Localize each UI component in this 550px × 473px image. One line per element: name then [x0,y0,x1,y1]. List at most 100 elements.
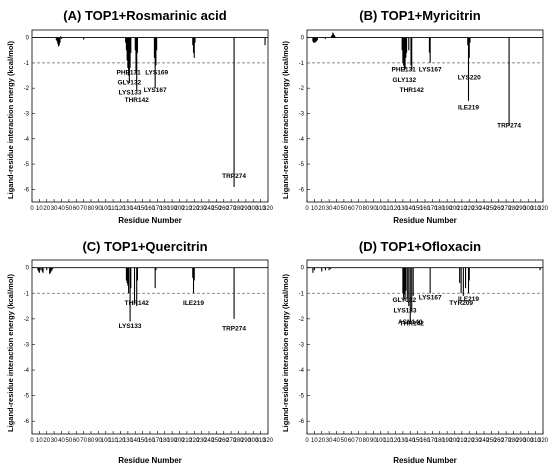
x-tick-label: 10 [36,206,43,212]
x-tick-label: 50 [66,438,73,444]
y-tick-label: -4 [299,137,305,143]
x-tick-label: 240 [479,206,490,212]
x-tick-label: 110 [383,206,393,212]
x-tick-label: 180 [435,438,446,444]
annotation-label: TRP274 [222,173,246,180]
annotation-label: TYR209 [449,300,473,307]
y-tick-label: -6 [299,187,305,193]
x-tick-label: 200 [174,438,185,444]
x-tick-label: 220 [464,206,475,212]
annotation-label: ILE219 [183,300,204,307]
x-tick-label: 200 [174,206,185,212]
x-tick-label: 30 [51,206,58,212]
annotation-label: LYS133 [119,90,142,97]
x-tick-label: 270 [226,438,237,444]
x-tick-label: 240 [204,206,215,212]
x-tick-label: 260 [219,438,230,444]
x-tick-label: 20 [318,206,325,212]
annotation-label: THR142 [125,97,150,104]
y-tick-label: -5 [299,394,305,400]
annotation-label: ASN140 [398,319,423,326]
x-tick-label: 140 [405,438,416,444]
annotation-label: LYS133 [119,323,142,330]
annotation-label: LYS169 [145,69,168,76]
panel-title: (B) TOP1+Myricitrin [359,8,481,23]
annotation-label: GLY132 [393,77,417,84]
x-tick-label: 310 [256,206,267,212]
y-tick-label: -1 [299,61,305,67]
x-tick-label: 0 [305,206,309,212]
x-tick-label: 240 [479,438,490,444]
x-tick-label: 270 [501,438,512,444]
plot-area-2: 0-1-2-3-4-5-60 10 20 30 40 50 60 70 80 90 10011012… [299,29,549,212]
panel-a: (A) TOP1+Rosmarinic acid Ligand-residue … [6,8,227,225]
x-tick-label: 320 [538,206,549,212]
x-tick-label: 170 [427,438,438,444]
x-tick-label: 90 [370,438,377,444]
panel-b: (B) TOP1+Myricitrin Ligand-residue inter… [281,8,481,225]
y-axis-label: Ligand-residue interaction energy (kcal/… [6,274,15,432]
y-tick-label: -4 [24,137,30,143]
x-tick-label: 280 [233,206,244,212]
y-tick-label: -6 [299,419,305,425]
y-tick-label: -1 [299,291,305,297]
x-tick-label: 260 [494,438,505,444]
x-axis-label: Residue Number [118,216,182,225]
x-tick-label: 290 [516,438,527,444]
y-tick-label: -2 [299,86,305,92]
x-tick-label: 90 [95,206,102,212]
x-tick-label: 210 [457,206,468,212]
y-tick-label: -5 [299,162,305,168]
plot-area-1: 0-1-2-3-4-5-60 10 20 30 40 50 60 70 80 90 10011012… [24,29,274,212]
x-tick-label: 60 [348,206,355,212]
annotation-label: LYS220 [458,74,481,81]
x-tick-label: 10 [311,438,318,444]
x-tick-label: 60 [348,438,355,444]
annotation-label: TRP274 [222,325,246,332]
x-tick-label: 130 [398,438,409,444]
plot-area-3: 0-1-2-3-4-5-60 10 20 30 40 50 60 70 80 90 10011012… [24,259,274,444]
y-tick-label: -5 [24,162,30,168]
x-tick-label: 250 [211,206,222,212]
x-tick-label: 160 [420,206,431,212]
annotation-label: LYS167 [419,295,442,302]
x-tick-label: 160 [420,438,431,444]
x-tick-label: 300 [248,438,259,444]
x-tick-label: 80 [363,438,370,444]
x-tick-label: 240 [204,438,215,444]
y-tick-label: 0 [26,266,30,272]
x-tick-label: 300 [523,438,534,444]
x-tick-label: 90 [95,438,102,444]
x-tick-label: 90 [370,206,377,212]
y-tick-label: 0 [301,266,305,272]
annotation-label: LYS167 [144,87,167,94]
x-tick-label: 270 [501,206,512,212]
x-tick-label: 120 [390,438,401,444]
x-tick-label: 320 [263,438,274,444]
x-tick-label: 20 [43,206,50,212]
x-tick-label: 100 [101,206,112,212]
panel-title: (D) TOP1+Ofloxacin [359,239,481,254]
x-tick-label: 60 [73,206,80,212]
x-tick-label: 10 [36,438,43,444]
x-tick-label: 120 [115,206,126,212]
x-tick-label: 180 [160,206,171,212]
annotation-label: LYS167 [419,67,442,74]
x-tick-label: 50 [341,206,348,212]
x-tick-label: 160 [145,206,156,212]
x-tick-label: 300 [248,206,259,212]
x-tick-label: 260 [494,206,505,212]
x-tick-label: 190 [442,438,453,444]
x-tick-label: 0 [305,438,309,444]
x-tick-label: 230 [197,438,208,444]
panel-d: (D) TOP1+Ofloxacin Ligand-residue intera… [281,239,481,465]
x-tick-label: 180 [160,438,171,444]
x-tick-label: 190 [442,206,453,212]
x-tick-label: 280 [233,438,244,444]
y-tick-label: -5 [24,394,30,400]
y-tick-label: -3 [299,111,305,117]
y-axis-label: Ligand-residue interaction energy (kcal/… [6,41,15,199]
panel-c: (C) TOP1+Quercitrin Ligand-residue inter… [6,239,208,465]
